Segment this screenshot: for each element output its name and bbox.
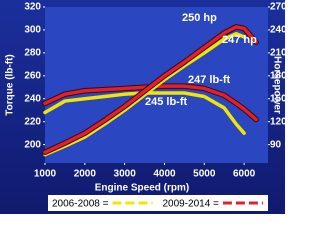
x-tick-label: 5000	[193, 169, 216, 180]
y2-tick-label: 90	[270, 139, 282, 150]
line	[43, 91, 246, 135]
y-axis-title: Torque (lb-ft)	[5, 54, 16, 115]
y2-tick-label: 210	[270, 48, 285, 59]
y-tick-label: 260	[24, 70, 41, 81]
y-tick-label: 300	[24, 25, 41, 36]
x-tick-label: 1000	[34, 169, 57, 180]
line	[43, 32, 246, 157]
y-tick-label: 280	[24, 48, 41, 59]
annotation: 247 hp	[222, 34, 257, 46]
chart: Engine Speed (rpm) Torque (lb-ft) Horsep…	[0, 0, 285, 214]
annotation: 247 lb-ft	[188, 74, 231, 86]
y2-tick-label: 270	[270, 2, 285, 13]
annotation: 250 hp	[182, 12, 217, 24]
x-tick-label: 6000	[233, 169, 256, 180]
annotation: 245 lb-ft	[145, 96, 188, 108]
y2-tick-label: 150	[270, 93, 285, 104]
x-axis-title: Engine Speed (rpm)	[95, 183, 189, 194]
legend-box	[48, 195, 268, 211]
x-tick-label: 4000	[153, 169, 176, 180]
y-tick-label: 220	[24, 116, 41, 127]
x-tick-label: 3000	[114, 169, 137, 180]
line	[43, 84, 258, 122]
y2-axis-title: Horsepower	[271, 56, 282, 114]
x-tick-label: 2000	[74, 169, 97, 180]
legend-label: 2009-2014 =	[162, 199, 219, 210]
line	[43, 25, 258, 155]
y-tick-label: 200	[24, 139, 41, 150]
legend-label: 2006-2008 =	[52, 199, 109, 210]
y2-tick-label: 180	[270, 70, 285, 81]
y-tick-label: 320	[24, 2, 41, 13]
y-tick-label: 240	[24, 93, 41, 104]
y2-tick-label: 120	[270, 116, 285, 127]
y2-tick-label: 240	[270, 25, 285, 36]
